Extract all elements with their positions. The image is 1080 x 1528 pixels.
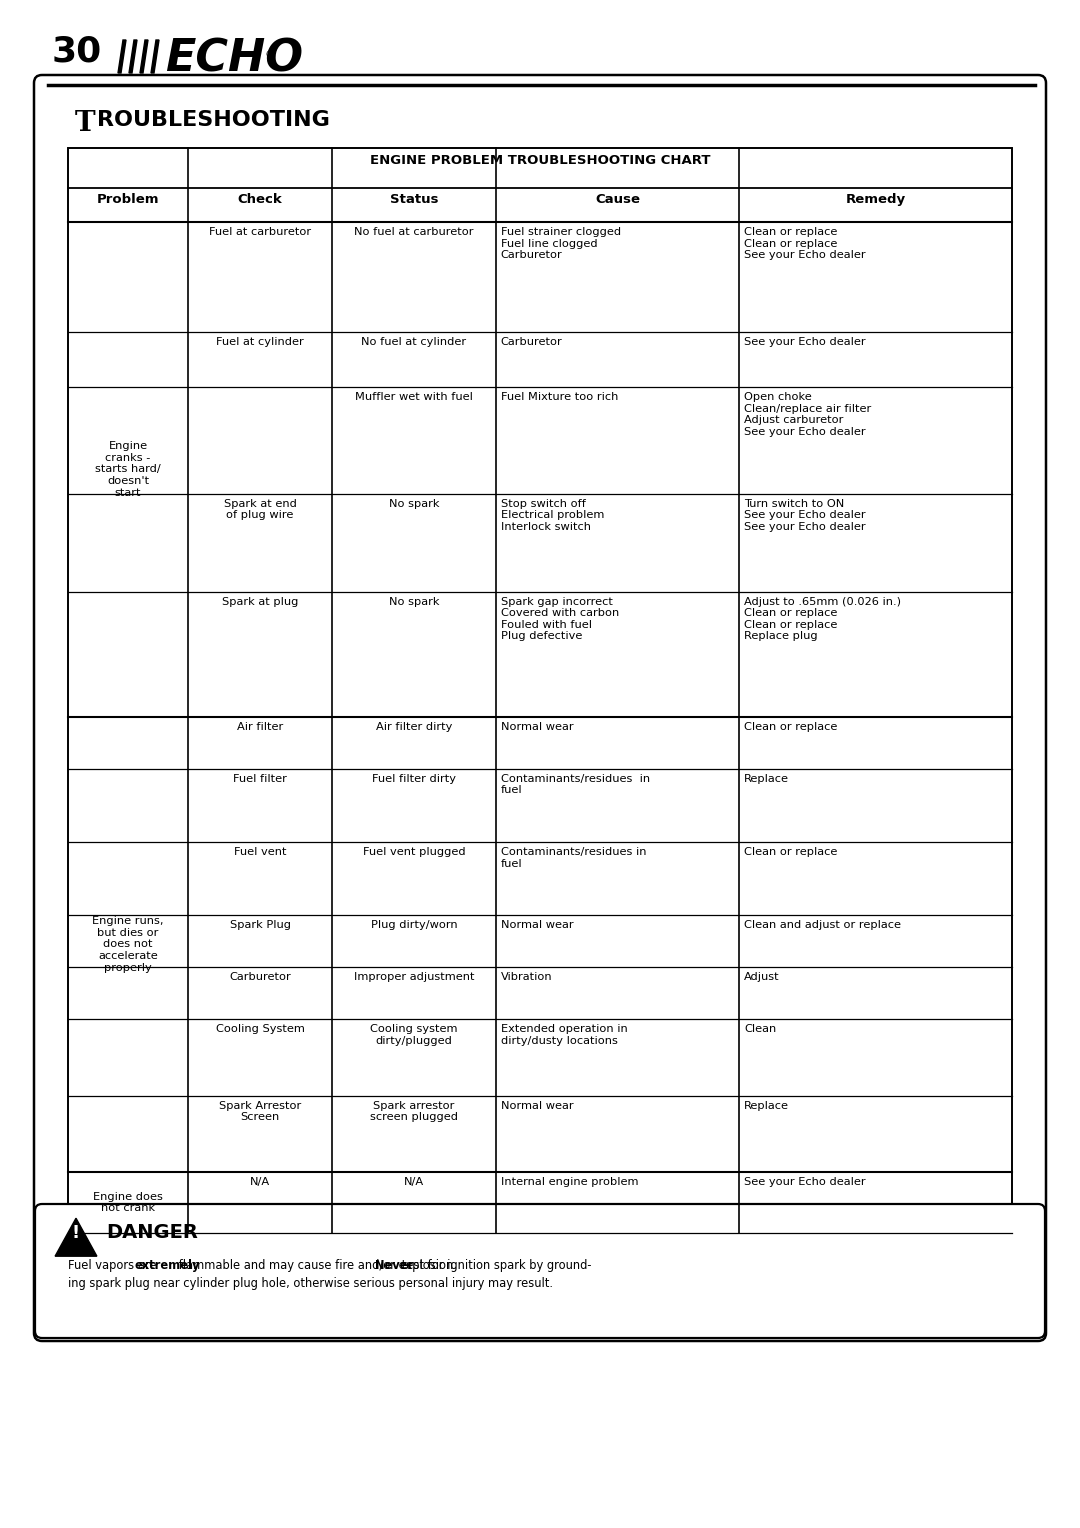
Text: 30: 30 bbox=[52, 35, 103, 69]
Polygon shape bbox=[55, 1218, 97, 1256]
Text: Normal wear: Normal wear bbox=[501, 920, 573, 931]
Polygon shape bbox=[151, 40, 159, 73]
Text: No fuel at cylinder: No fuel at cylinder bbox=[362, 338, 467, 347]
Polygon shape bbox=[140, 40, 148, 73]
Text: Fuel strainer clogged
Fuel line clogged
Carburetor: Fuel strainer clogged Fuel line clogged … bbox=[501, 228, 621, 260]
Text: Fuel vapors are: Fuel vapors are bbox=[68, 1259, 160, 1271]
Text: Fuel at carburetor: Fuel at carburetor bbox=[210, 228, 311, 237]
Text: Extended operation in
dirty/dusty locations: Extended operation in dirty/dusty locati… bbox=[501, 1024, 627, 1045]
Text: Contaminants/residues  in
fuel: Contaminants/residues in fuel bbox=[501, 773, 650, 796]
Text: flammable and may cause fire and/or explosion.: flammable and may cause fire and/or expl… bbox=[175, 1259, 461, 1271]
FancyBboxPatch shape bbox=[33, 75, 1047, 1342]
Text: Air filter: Air filter bbox=[237, 721, 283, 732]
Text: Plug dirty/worn: Plug dirty/worn bbox=[370, 920, 457, 931]
Text: Engine
cranks -
starts hard/
doesn't
start: Engine cranks - starts hard/ doesn't sta… bbox=[95, 442, 161, 498]
Text: See your Echo dealer: See your Echo dealer bbox=[744, 1177, 866, 1187]
Text: Contaminants/residues in
fuel: Contaminants/residues in fuel bbox=[501, 847, 646, 868]
Text: No spark: No spark bbox=[389, 596, 440, 607]
Text: ®: ® bbox=[265, 50, 276, 60]
Text: Spark at plug: Spark at plug bbox=[221, 596, 298, 607]
Text: Spark Arrestor
Screen: Spark Arrestor Screen bbox=[219, 1100, 301, 1122]
Text: Stop switch off
Electrical problem
Interlock switch: Stop switch off Electrical problem Inter… bbox=[501, 498, 604, 532]
Text: ECHO: ECHO bbox=[165, 38, 303, 81]
Text: Problem: Problem bbox=[97, 193, 159, 206]
Text: Check: Check bbox=[238, 193, 283, 206]
Text: Fuel vent plugged: Fuel vent plugged bbox=[363, 847, 465, 857]
Text: Carburetor: Carburetor bbox=[229, 972, 291, 983]
Text: Spark gap incorrect
Covered with carbon
Fouled with fuel
Plug defective: Spark gap incorrect Covered with carbon … bbox=[501, 596, 619, 642]
Text: Engine runs,
but dies or
does not
accelerate
properly: Engine runs, but dies or does not accele… bbox=[92, 917, 164, 972]
Text: N/A: N/A bbox=[404, 1177, 424, 1187]
Text: Turn switch to ON
See your Echo dealer
See your Echo dealer: Turn switch to ON See your Echo dealer S… bbox=[744, 498, 866, 532]
Text: Clean and adjust or replace: Clean and adjust or replace bbox=[744, 920, 901, 931]
Polygon shape bbox=[118, 40, 126, 73]
Text: Air filter dirty: Air filter dirty bbox=[376, 721, 453, 732]
Text: Fuel at cylinder: Fuel at cylinder bbox=[216, 338, 303, 347]
Text: extremely: extremely bbox=[134, 1259, 200, 1271]
Text: Replace: Replace bbox=[744, 773, 789, 784]
Text: Improper adjustment: Improper adjustment bbox=[354, 972, 474, 983]
Text: Fuel Mixture too rich: Fuel Mixture too rich bbox=[501, 393, 618, 402]
FancyBboxPatch shape bbox=[35, 1204, 1045, 1339]
Text: Adjust to .65mm (0.026 in.)
Clean or replace
Clean or replace
Replace plug: Adjust to .65mm (0.026 in.) Clean or rep… bbox=[744, 596, 901, 642]
Text: !: ! bbox=[72, 1224, 80, 1242]
Text: Vibration: Vibration bbox=[501, 972, 552, 983]
Text: Engine does
not crank: Engine does not crank bbox=[93, 1192, 163, 1213]
Text: test for ignition spark by ground-: test for ignition spark by ground- bbox=[397, 1259, 591, 1271]
Text: Spark arrestor
screen plugged: Spark arrestor screen plugged bbox=[370, 1100, 458, 1122]
Text: Cooling System: Cooling System bbox=[216, 1024, 305, 1034]
Text: Normal wear: Normal wear bbox=[501, 1100, 573, 1111]
Text: ing spark plug near cylinder plug hole, otherwise serious personal injury may re: ing spark plug near cylinder plug hole, … bbox=[68, 1277, 553, 1290]
Text: Replace: Replace bbox=[744, 1100, 789, 1111]
Text: ENGINE PROBLEM TROUBLESHOOTING CHART: ENGINE PROBLEM TROUBLESHOOTING CHART bbox=[369, 154, 711, 167]
Text: ROUBLESHOOTING: ROUBLESHOOTING bbox=[97, 110, 329, 130]
Text: Spark Plug: Spark Plug bbox=[230, 920, 291, 931]
Bar bbox=[68, 148, 1012, 1233]
Text: No spark: No spark bbox=[389, 498, 440, 509]
Text: Spark at end
of plug wire: Spark at end of plug wire bbox=[224, 498, 297, 521]
Text: Remedy: Remedy bbox=[846, 193, 906, 206]
Text: Normal wear: Normal wear bbox=[501, 721, 573, 732]
Text: No fuel at carburetor: No fuel at carburetor bbox=[354, 228, 474, 237]
Text: Fuel filter: Fuel filter bbox=[233, 773, 287, 784]
Text: Status: Status bbox=[390, 193, 438, 206]
Text: Internal engine problem: Internal engine problem bbox=[501, 1177, 638, 1187]
Text: Never: Never bbox=[375, 1259, 413, 1271]
Text: Muffler wet with fuel: Muffler wet with fuel bbox=[355, 393, 473, 402]
Text: Clean or replace
Clean or replace
See your Echo dealer: Clean or replace Clean or replace See yo… bbox=[744, 228, 866, 260]
Text: Fuel vent: Fuel vent bbox=[234, 847, 286, 857]
Text: Clean or replace: Clean or replace bbox=[744, 847, 838, 857]
Text: Open choke
Clean/replace air filter
Adjust carburetor
See your Echo dealer: Open choke Clean/replace air filter Adju… bbox=[744, 393, 872, 437]
Text: Adjust: Adjust bbox=[744, 972, 780, 983]
Polygon shape bbox=[129, 40, 137, 73]
Text: T: T bbox=[75, 110, 96, 138]
Text: Cause: Cause bbox=[595, 193, 640, 206]
Text: Fuel filter dirty: Fuel filter dirty bbox=[372, 773, 456, 784]
Text: See your Echo dealer: See your Echo dealer bbox=[744, 338, 866, 347]
Text: Carburetor: Carburetor bbox=[501, 338, 563, 347]
Text: Clean: Clean bbox=[744, 1024, 777, 1034]
Text: N/A: N/A bbox=[251, 1177, 270, 1187]
Text: Cooling system
dirty/plugged: Cooling system dirty/plugged bbox=[370, 1024, 458, 1045]
Text: Clean or replace: Clean or replace bbox=[744, 721, 838, 732]
Text: DANGER: DANGER bbox=[106, 1222, 198, 1242]
